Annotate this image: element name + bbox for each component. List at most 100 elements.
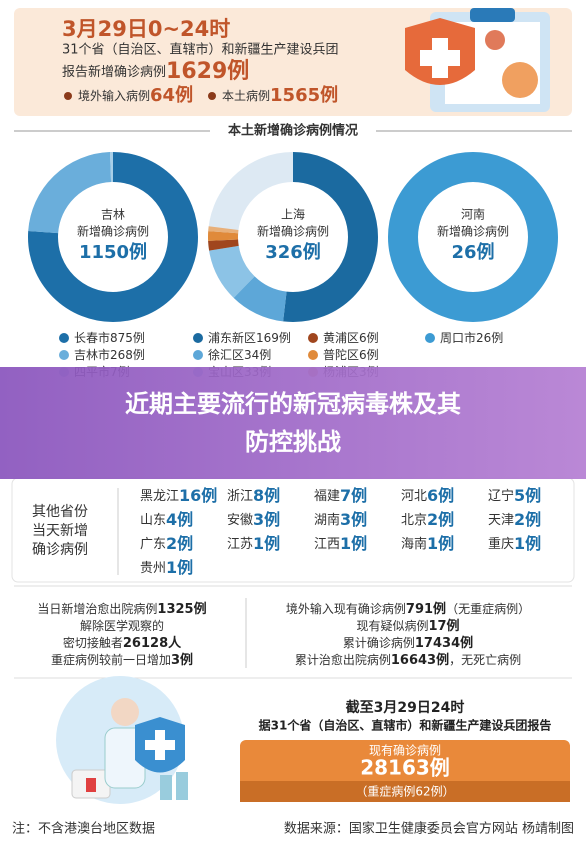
provinces-label: 确诊病例: [32, 542, 88, 558]
donut-city: 吉林: [101, 208, 125, 222]
total-unit: 例: [303, 241, 321, 263]
emphasis: 17例: [428, 618, 459, 634]
legend-unit: 例: [367, 331, 379, 345]
province-count: 7例: [340, 486, 367, 505]
province-name: 浙江: [227, 489, 253, 504]
total-unit: 例: [129, 241, 147, 263]
legend-dot: [308, 350, 318, 360]
current-label: 现有确诊病例: [369, 743, 441, 758]
banner-title: 近期主要流行的新冠病毒株及其: [125, 390, 461, 418]
donut-segment: [208, 152, 378, 322]
section-title: 本土新增确诊病例情况: [228, 123, 358, 139]
emphasis: 1629例: [166, 59, 249, 84]
stat-line: 现有疑似病例17例: [356, 618, 459, 634]
current-value: 28163例: [360, 756, 450, 780]
legend-entry: 周口市26例: [440, 330, 503, 345]
legend-dot: [59, 350, 69, 360]
donut-total: 26例: [451, 241, 494, 263]
severe-strip: [240, 781, 570, 802]
header-date: 3月29日0~24时: [62, 17, 230, 41]
province-name: 湖南: [314, 512, 340, 528]
legend-name: 黄浦区: [323, 331, 359, 345]
legend-entry: 徐汇区34例: [208, 347, 271, 362]
donut-segment: [28, 152, 198, 322]
legend-value: 268: [110, 348, 133, 362]
emphasis: 17434例: [415, 635, 473, 651]
province-entry: 河北6例: [401, 486, 454, 505]
bullet: [208, 92, 216, 100]
province-count: 1例: [253, 534, 280, 553]
donut-city: 河南: [461, 207, 485, 222]
province-entry: 福建7例: [314, 486, 367, 505]
province-count: 2例: [166, 534, 193, 553]
legend-name: 长春市: [74, 330, 110, 345]
emphasis: 64例: [150, 84, 193, 106]
legend-value: 26: [476, 331, 491, 345]
emphasis: 26128人: [123, 635, 182, 651]
province-name: 福建: [314, 489, 340, 504]
stat-line: 累计确诊病例17434例: [343, 635, 473, 651]
province-entry: 山东4例: [140, 510, 193, 529]
legend-unit: 例: [133, 331, 145, 345]
stat-line: 密切接触者26128人: [63, 635, 182, 651]
emphasis: 791例: [406, 601, 446, 617]
province-name: 重庆: [488, 536, 514, 552]
bullet: [64, 92, 72, 100]
province-count: 8例: [253, 486, 280, 505]
province-entry: 北京2例: [401, 510, 454, 529]
province-count: 1例: [340, 534, 367, 553]
province-count: 2例: [427, 510, 454, 529]
province-count: 4例: [166, 510, 193, 529]
header-local: 本土病例1565例: [222, 84, 338, 106]
province-name: 天津: [488, 513, 514, 528]
legend-unit: 例: [259, 348, 271, 362]
legend-name: 周口市: [440, 330, 476, 345]
province-name: 黑龙江: [140, 489, 179, 504]
province-entry: 江西1例: [314, 534, 367, 553]
total-unit: 例: [477, 241, 495, 263]
text-part: 本土病例: [222, 88, 270, 103]
severe-cases: （重症病例62例）: [355, 784, 454, 799]
text-part: 现有疑似病例: [356, 618, 428, 633]
legend-value: 6: [359, 331, 367, 345]
emphasis: 1325例: [157, 601, 206, 617]
province-name: 安徽: [227, 513, 253, 528]
province-entry: 安徽3例: [227, 510, 280, 529]
province-name: 辽宁: [488, 488, 514, 504]
legend-unit: 例: [367, 348, 379, 362]
stat-line: 累计治愈出院病例16643例，无死亡病例: [295, 652, 521, 668]
footer-note: 注：不含港澳台地区数据: [12, 821, 155, 837]
province-entry: 海南1例: [401, 534, 454, 553]
legend-dot: [425, 333, 435, 343]
donut-total: 326例: [265, 241, 321, 263]
legend-entry: 长春市875例: [74, 330, 145, 345]
province-count: 3例: [253, 510, 280, 529]
text-part: （无重症病例）: [446, 601, 530, 616]
stat-line: 当日新增治愈出院病例1325例: [37, 601, 206, 617]
legend-name: 浦东新区: [208, 330, 256, 345]
emphasis: 16643例: [391, 652, 449, 668]
province-entry: 辽宁5例: [488, 486, 541, 505]
legend-unit: 例: [279, 331, 291, 345]
title-banner: [0, 367, 586, 479]
province-entry: 贵州1例: [140, 558, 193, 577]
text-part: 密切接触者: [63, 635, 123, 650]
bottom-illustration: [56, 676, 188, 804]
legend-dot: [308, 333, 318, 343]
text-part: 报告新增确诊病例: [62, 64, 166, 80]
header-new-cases: 报告新增确诊病例1629例: [62, 59, 249, 84]
footer-source: 数据来源：国家卫生健康委员会官方网站 杨靖制图: [284, 821, 574, 837]
text-part: 境外输入病例: [78, 88, 150, 103]
donut-total: 1150例: [79, 241, 147, 263]
province-entry: 黑龙江16例: [140, 486, 217, 505]
provinces-label: 当天新增: [32, 523, 88, 539]
donut-city: 上海: [281, 207, 305, 222]
text-part: 解除医学观察的: [80, 618, 164, 633]
legend-name: 普陀区: [323, 347, 359, 362]
emphasis: 1565例: [270, 84, 338, 106]
emphasis: 3例: [171, 652, 193, 668]
province-count: 5例: [514, 486, 541, 505]
donut-segment: [208, 152, 378, 322]
legend-value: 6: [359, 348, 367, 362]
